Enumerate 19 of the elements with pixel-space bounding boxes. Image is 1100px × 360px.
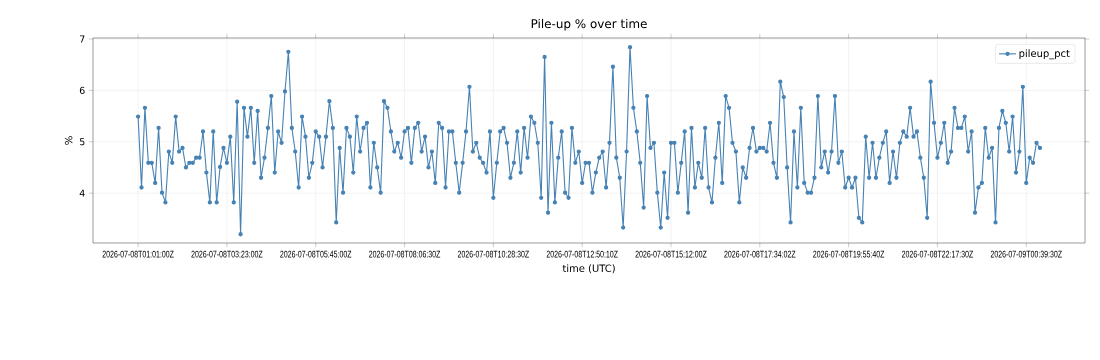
x-tick-label: 2026-07-08T08:06:30Z [369,250,441,258]
x-tick-label: 2026-07-08T01:01:00Z [102,250,174,258]
chart-title: Pile-up % over time [531,18,647,31]
legend-label: pileup_pct [1019,49,1070,60]
y-tick-label: 4 [79,189,85,197]
y-tick-label: 7 [79,35,85,43]
x-tick-label: 2026-07-08T03:23:00Z [191,250,263,258]
x-axis-title: time (UTC) [562,264,615,274]
x-tick-label: 2026-07-09T00:39:30Z [990,250,1062,258]
x-tick-label: 2026-07-08T10:28:30Z [457,250,529,258]
x-tick-label: 2026-07-08T12:50:10Z [546,250,618,258]
x-tick-label: 2026-07-08T15:12:00Z [635,250,707,258]
x-tick-label: 2026-07-08T05:45:00Z [280,250,352,258]
y-axis-title: % [64,136,73,145]
y-tick-label: 5 [79,138,85,146]
x-tick-label: 2026-07-08T22:17:30Z [901,250,974,258]
x-tick-label: 2026-07-08T19:55:40Z [813,250,885,258]
x-tick-label: 2026-07-08T17:34:02Z [724,250,796,258]
y-tick-label: 6 [79,86,85,94]
